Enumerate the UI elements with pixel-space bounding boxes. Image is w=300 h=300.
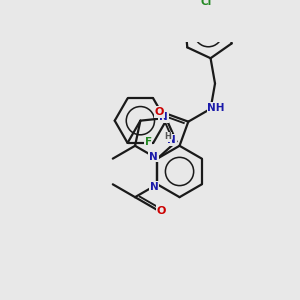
Text: H: H: [165, 132, 172, 141]
Text: NH: NH: [208, 103, 225, 112]
Text: N: N: [150, 182, 159, 192]
Text: F: F: [145, 136, 152, 147]
Text: N: N: [149, 152, 158, 162]
Text: N: N: [167, 135, 176, 145]
Text: O: O: [157, 206, 166, 216]
Text: Cl: Cl: [201, 0, 212, 8]
Text: O: O: [155, 107, 164, 117]
Text: N: N: [159, 112, 168, 122]
